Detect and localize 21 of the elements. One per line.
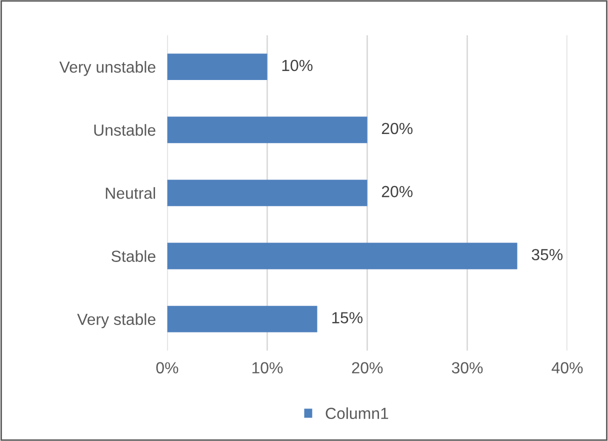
bar	[167, 306, 318, 332]
legend-label: Column1	[326, 407, 388, 420]
y-tick-label: Neutral	[106, 187, 156, 199]
y-tick-label: Stable	[112, 250, 156, 262]
data-label: 20%	[382, 186, 413, 198]
x-tick-label: 10%	[252, 362, 283, 374]
data-label: 20%	[382, 122, 413, 134]
bar	[167, 54, 268, 80]
bar	[167, 116, 368, 144]
y-tick-label: Very stable	[77, 313, 156, 328]
bar	[167, 242, 518, 270]
x-tick-label: 40%	[552, 362, 583, 374]
data-label: 10%	[282, 60, 313, 72]
x-tick-label: 20%	[352, 362, 383, 374]
y-tick-label: Very unstable	[59, 61, 156, 76]
bar	[167, 180, 368, 206]
x-tick-label: 0%	[156, 362, 178, 374]
y-tick-label: Unstable	[94, 124, 156, 136]
data-label: 15%	[332, 312, 363, 324]
data-label: 35%	[532, 248, 563, 260]
x-tick-label: 30%	[452, 362, 483, 374]
